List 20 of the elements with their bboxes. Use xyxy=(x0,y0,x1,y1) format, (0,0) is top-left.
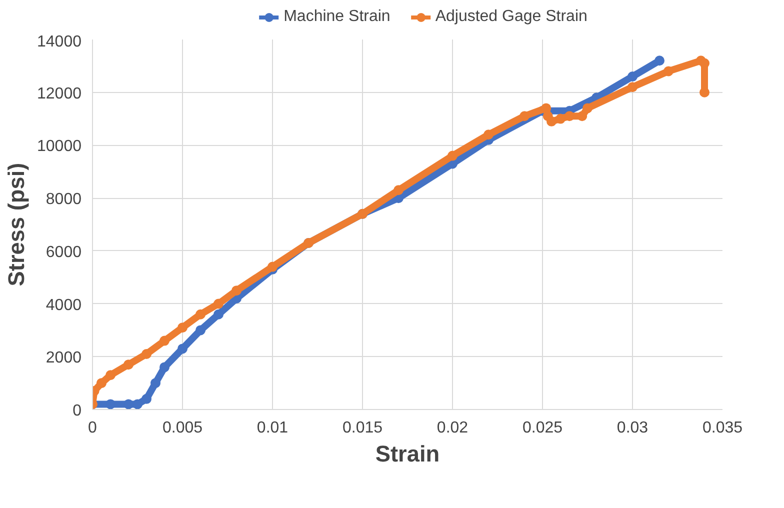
x-tick-label: 0.015 xyxy=(342,420,383,436)
y-tick-label: 4000 xyxy=(46,296,82,314)
x-tick-label: 0.005 xyxy=(162,420,203,436)
y-tick-label: 10000 xyxy=(37,138,82,156)
x-tick-label: 0.02 xyxy=(436,420,468,436)
y-axis-title: Stress (psi) xyxy=(3,162,30,286)
legend-label: Machine Strain xyxy=(284,8,390,26)
y-tick-label: 12000 xyxy=(37,85,82,102)
y-tick-label: 8000 xyxy=(46,191,82,208)
x-tick-label: 0.035 xyxy=(702,420,743,436)
x-tick-label: 0.01 xyxy=(256,420,288,436)
legend-label: Adjusted Gage Strain xyxy=(435,8,588,26)
y-tick-label: 6000 xyxy=(46,244,82,261)
y-tick-label: 14000 xyxy=(37,34,82,50)
y-tick-label: 0 xyxy=(72,402,82,420)
x-tick-label: 0.03 xyxy=(616,420,648,436)
y-tick-label: 2000 xyxy=(46,350,82,367)
x-tick-label: 0 xyxy=(88,420,98,436)
x-axis-title: Strain xyxy=(375,440,440,466)
x-tick-label: 0.025 xyxy=(522,420,563,436)
